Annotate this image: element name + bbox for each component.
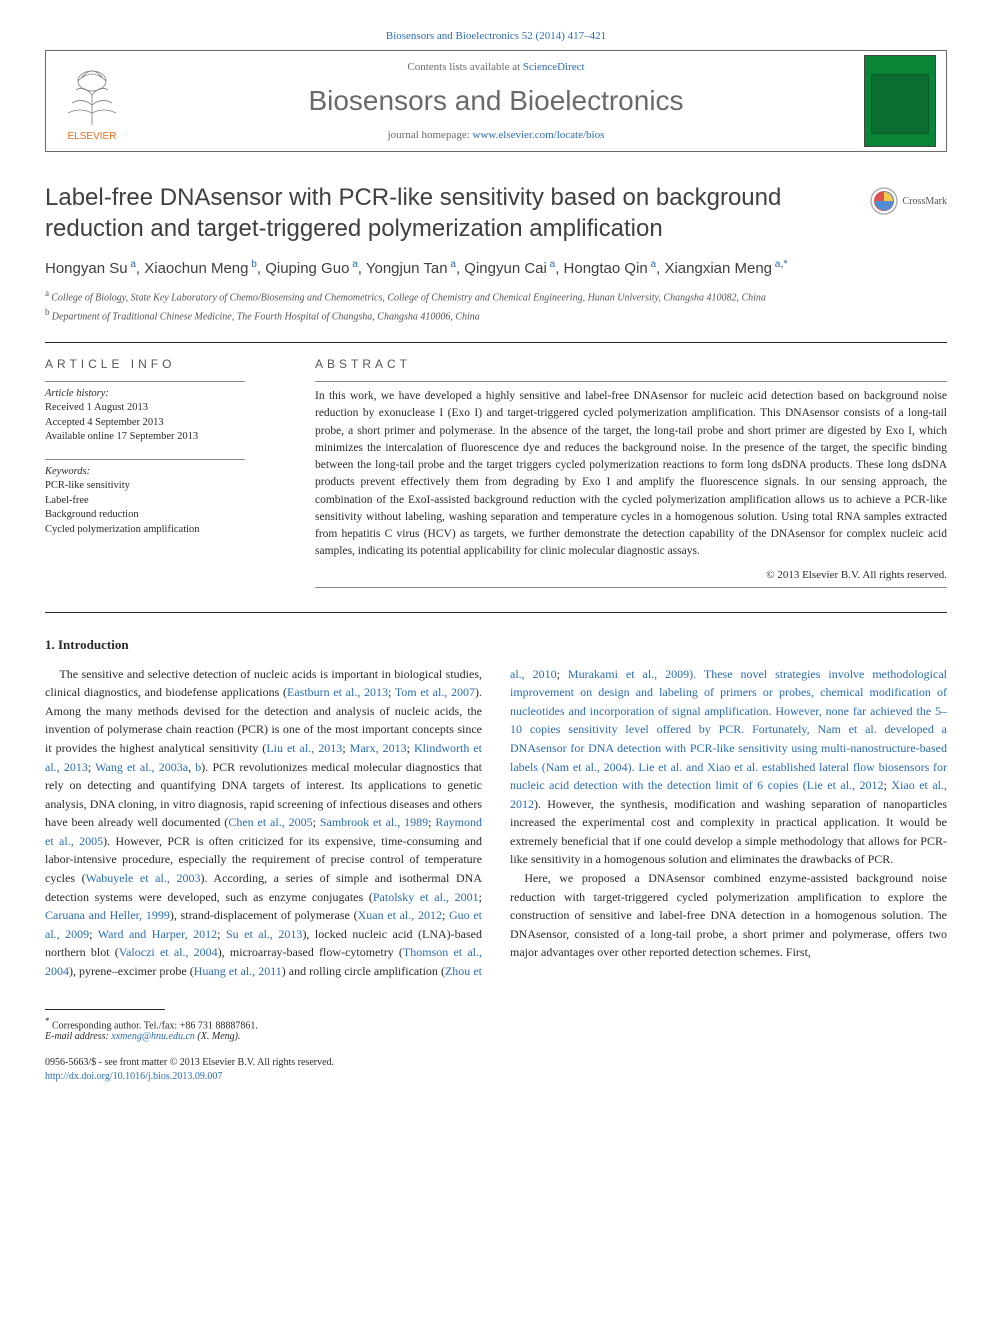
citation-link[interactable]: Lie et al., 2012 (807, 778, 884, 792)
meta-divider (45, 381, 245, 382)
citation-link[interactable]: b (195, 760, 201, 774)
intro-para2: Here, we proposed a DNAsensor combined e… (510, 869, 947, 962)
divider (45, 342, 947, 343)
citation-header: Biosensors and Bioelectronics 52 (2014) … (45, 30, 947, 42)
citation-link[interactable]: Tom et al., 2007 (395, 685, 475, 699)
contents-line: Contents lists available at ScienceDirec… (46, 61, 946, 73)
elsevier-logo: ELSEVIER (56, 55, 128, 147)
citation-link[interactable]: ). These novel strategies involve method… (510, 667, 947, 774)
keywords-block: Keywords: PCR-like sensitivityLabel-free… (45, 466, 285, 538)
citation-link[interactable]: Nam et al., 2004 (546, 760, 628, 774)
citation-link[interactable]: Wang et al., 2003a (95, 760, 188, 774)
elsevier-label: ELSEVIER (68, 131, 117, 142)
affiliations: a College of Biology, State Key Laborato… (45, 287, 947, 324)
citation-link[interactable]: and Harper, 2012 (129, 927, 217, 941)
crossmark-badge[interactable]: CrossMark (870, 182, 947, 215)
citation-link[interactable]: Wabuyele et al., 2003 (86, 871, 201, 885)
citation-link[interactable]: Marx, 2013 (350, 741, 407, 755)
journal-homepage-line: journal homepage: www.elsevier.com/locat… (46, 129, 946, 141)
citation-link[interactable]: Sambrook et al., 1989 (320, 815, 428, 829)
divider (45, 612, 947, 613)
journal-name: Biosensors and Bioelectronics (46, 85, 946, 117)
citation-link[interactable]: Valoczi et al., 2004 (119, 945, 218, 959)
citation-link[interactable]: Ward (98, 927, 124, 941)
journal-cover-thumb (864, 55, 936, 147)
crossmark-icon (870, 187, 898, 215)
journal-homepage-link[interactable]: www.elsevier.com/locate/bios (473, 129, 605, 141)
meta-divider (315, 587, 947, 588)
citation-link[interactable]: Eastburn et al., 2013 (287, 685, 388, 699)
citation-link[interactable]: Patolsky et al., 2001 (373, 890, 479, 904)
citation-link[interactable]: Xuan et al., 2012 (358, 908, 442, 922)
citation-link[interactable]: Huang et al., 2011 (194, 964, 282, 978)
journal-header-box: ELSEVIER Contents lists available at Sci… (45, 50, 947, 152)
citation-link[interactable]: Murakami et al., 2009 (568, 667, 689, 681)
citation-link[interactable]: Caruana and Heller, 1999 (45, 908, 170, 922)
article-history: Article history: Received 1 August 2013 … (45, 388, 285, 445)
crossmark-label: CrossMark (903, 196, 947, 207)
article-info-heading: ARTICLE INFO (45, 357, 285, 371)
intro-heading: 1. Introduction (45, 637, 947, 653)
citation-link[interactable]: Liu et al., 2013 (266, 741, 342, 755)
body-text: The sensitive and selective detection of… (45, 665, 947, 981)
citation-link[interactable]: Su et al., 2013 (226, 927, 302, 941)
abstract-text: In this work, we have developed a highly… (315, 388, 947, 561)
meta-divider (45, 459, 245, 460)
bottom-meta: 0956-5663/$ - see front matter © 2013 El… (45, 1056, 947, 1084)
abstract-copyright: © 2013 Elsevier B.V. All rights reserved… (315, 569, 947, 581)
abstract-heading: ABSTRACT (315, 357, 947, 371)
meta-divider (315, 381, 947, 382)
citation-link[interactable]: Chen et al., 2005 (228, 815, 312, 829)
corresponding-author-footer: * Corresponding author. Tel./fax: +86 73… (45, 1009, 947, 1042)
article-title: Label-free DNAsensor with PCR-like sensi… (45, 182, 855, 244)
sciencedirect-link[interactable]: ScienceDirect (523, 61, 585, 73)
authors-line: Hongyan Su a, Xiaochun Meng b, Qiuping G… (45, 258, 947, 277)
doi-link[interactable]: http://dx.doi.org/10.1016/j.bios.2013.09… (45, 1071, 222, 1082)
email-link[interactable]: xxmeng@hnu.edu.cn (111, 1031, 195, 1042)
